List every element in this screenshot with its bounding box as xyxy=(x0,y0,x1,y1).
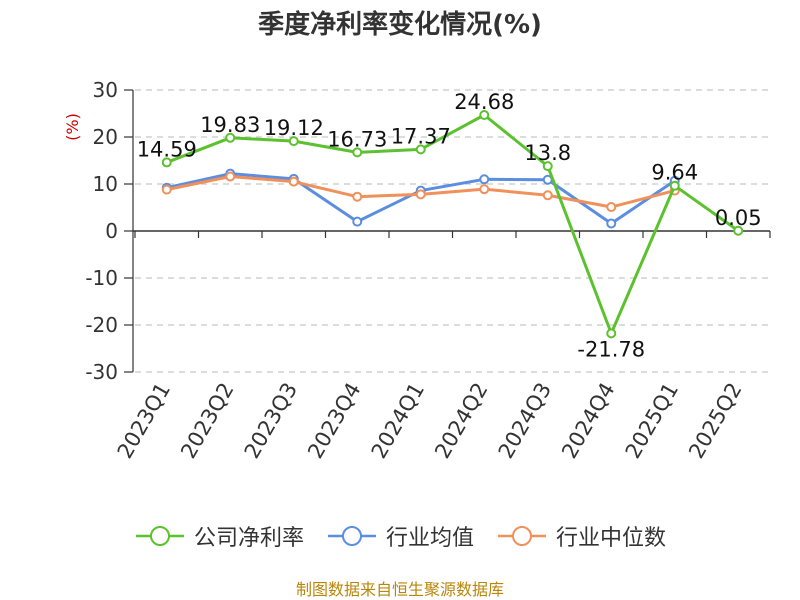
data-label: 19.83 xyxy=(200,113,260,137)
data-point xyxy=(606,328,617,339)
x-tick-label: 2023Q1 xyxy=(113,379,175,463)
legend: 公司净利率 行业均值 行业中位数 xyxy=(0,520,800,552)
data-point xyxy=(352,216,363,227)
x-tick-label: 2024Q1 xyxy=(367,379,429,463)
x-tick-label: 2024Q4 xyxy=(557,379,619,463)
y-unit-label: (%) xyxy=(63,113,82,141)
data-point xyxy=(415,144,426,155)
legend-item: 行业均值 xyxy=(326,520,474,552)
data-label: 13.8 xyxy=(524,141,571,165)
y-tick-label: 10 xyxy=(93,172,118,196)
data-point xyxy=(288,176,299,187)
data-label: 24.68 xyxy=(454,90,514,114)
legend-item: 行业中位数 xyxy=(496,520,666,552)
data-label: 16.73 xyxy=(327,127,387,151)
chart-title: 季度净利率变化情况(%) xyxy=(258,10,542,40)
data-point xyxy=(415,189,426,200)
x-tick-label: 2023Q2 xyxy=(176,379,238,463)
data-point xyxy=(479,174,490,185)
legend-swatch xyxy=(498,526,546,546)
data-label: 14.59 xyxy=(137,137,197,161)
data-point xyxy=(479,184,490,195)
legend-label: 公司净利率 xyxy=(193,526,304,551)
data-point xyxy=(542,190,553,201)
data-point xyxy=(606,218,617,229)
x-tick-label: 2025Q1 xyxy=(621,379,683,463)
data-point xyxy=(161,157,172,168)
data-point xyxy=(161,184,172,195)
y-tick-label: -30 xyxy=(85,360,118,384)
grid-layer xyxy=(135,89,770,373)
data-point xyxy=(669,180,680,191)
legend-label: 行业均值 xyxy=(385,526,474,551)
source-note: 制图数据来自恒生聚源数据库 xyxy=(295,580,504,599)
y-tick-label: 0 xyxy=(105,219,118,243)
legend-label: 行业中位数 xyxy=(556,526,667,551)
data-label: 0.05 xyxy=(715,206,762,230)
data-label: 17.37 xyxy=(391,124,451,148)
legend-swatch xyxy=(327,526,376,546)
x-tick-label: 2023Q3 xyxy=(240,379,302,463)
data-point xyxy=(352,147,363,158)
data-point xyxy=(352,191,363,202)
y-tick-label: -10 xyxy=(85,266,118,290)
data-point xyxy=(225,132,236,143)
data-point xyxy=(225,171,236,182)
data-point xyxy=(733,225,744,236)
data-label: 19.12 xyxy=(264,116,324,140)
data-label: -21.78 xyxy=(577,338,645,362)
x-tick-label: 2023Q4 xyxy=(303,379,365,463)
series-line-0 xyxy=(166,113,740,335)
legend-swatch xyxy=(135,526,184,546)
data-label: 9.64 xyxy=(651,161,698,185)
y-tick-label: -20 xyxy=(85,313,118,337)
series-layer xyxy=(161,110,744,339)
y-tick-label: 30 xyxy=(93,78,118,102)
y-tick-label: 20 xyxy=(93,125,118,149)
data-point xyxy=(606,202,617,213)
data-point xyxy=(542,161,553,172)
data-point xyxy=(288,136,299,147)
data-point xyxy=(479,110,490,121)
x-tick-label: 2024Q2 xyxy=(430,379,492,463)
legend-item: 公司净利率 xyxy=(134,520,304,552)
x-tick-label: 2024Q3 xyxy=(494,379,556,463)
x-tick-label: 2025Q2 xyxy=(684,379,746,463)
